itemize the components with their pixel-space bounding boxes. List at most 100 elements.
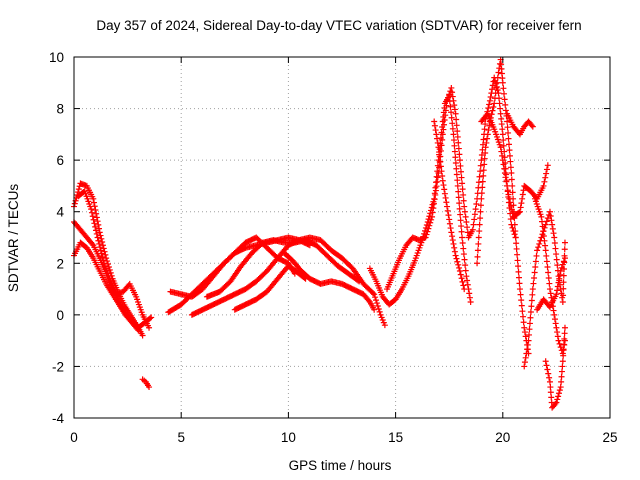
data-point (451, 244, 458, 251)
data-point (428, 216, 435, 223)
data-point (461, 203, 468, 210)
data-point (505, 141, 512, 148)
grid (74, 57, 610, 418)
data-point (444, 203, 451, 210)
data-point (516, 280, 523, 287)
data-point (452, 252, 459, 259)
data-point (553, 256, 560, 263)
data-point (470, 221, 477, 228)
data-point (71, 200, 78, 207)
data-point (516, 208, 523, 215)
data-point (555, 279, 562, 286)
data-point (536, 240, 543, 247)
data-point (371, 291, 378, 298)
data-point (92, 227, 99, 234)
data-point (433, 131, 440, 138)
data-point (454, 128, 461, 135)
data-point (476, 228, 483, 235)
data-point (545, 269, 552, 276)
data-point (508, 206, 515, 213)
y-tick-label: 0 (56, 308, 64, 323)
data-point (531, 275, 538, 282)
data-point (439, 131, 446, 138)
data-point (544, 366, 551, 373)
data-point (448, 114, 455, 121)
data-point (509, 189, 516, 196)
data-point (526, 326, 533, 333)
data-point (356, 278, 363, 285)
data-point (529, 123, 536, 130)
data-point (521, 359, 528, 366)
data-point (496, 100, 503, 107)
data-point (550, 230, 557, 237)
series-trace-f (165, 234, 298, 316)
data-point (519, 308, 526, 315)
axis-ticks: 0 5 10 15 20 25 -4 -2 0 2 4 6 8 10 (49, 50, 618, 445)
data-point (502, 107, 509, 114)
data-point (483, 139, 490, 146)
data-point (526, 331, 533, 338)
data-point (443, 102, 450, 109)
data-point (457, 168, 464, 175)
data-point (507, 164, 514, 171)
data-point (471, 211, 478, 218)
data-point (545, 275, 552, 282)
data-point (427, 219, 434, 226)
data-point (432, 191, 439, 198)
data-point (546, 208, 553, 215)
data-point (477, 202, 484, 209)
data-point (540, 182, 547, 189)
data-point (459, 234, 466, 241)
data-point (485, 127, 492, 134)
y-axis-label: SDTVAR / TECUs (6, 184, 21, 293)
data-point (504, 124, 511, 131)
data-point (542, 358, 549, 365)
data-point (98, 250, 105, 257)
data-point (460, 282, 467, 289)
data-point (506, 147, 513, 154)
data-point (511, 221, 518, 228)
series-trace-q (504, 110, 536, 138)
data-point (464, 224, 471, 231)
data-point (434, 139, 441, 146)
data-point (547, 290, 554, 297)
data-point (446, 216, 453, 223)
data-point (446, 220, 453, 227)
x-axis-label: GPS time / hours (289, 458, 392, 473)
series-trace-d (75, 188, 153, 331)
data-point (502, 174, 509, 181)
data-point (445, 94, 452, 101)
data-point (513, 240, 520, 247)
data-point (508, 170, 515, 177)
data-point (453, 165, 460, 172)
data-point (509, 224, 516, 231)
data-point (436, 149, 443, 156)
data-point (433, 183, 440, 190)
data-point (505, 135, 512, 142)
data-point (517, 204, 524, 211)
data-point (460, 197, 467, 204)
data-point (374, 303, 381, 310)
data-point (457, 211, 464, 218)
data-point (424, 228, 431, 235)
data-point (551, 316, 558, 323)
data-point (559, 298, 566, 305)
data-point (529, 286, 536, 293)
data-point (371, 306, 378, 313)
data-point (90, 195, 97, 202)
data-point (522, 333, 529, 340)
data-point (546, 374, 553, 381)
data-point (487, 93, 494, 100)
data-point (441, 190, 448, 197)
data-point (501, 90, 508, 97)
data-point (93, 230, 100, 237)
data-point (512, 234, 519, 241)
data-point (515, 209, 522, 216)
data-point (473, 200, 480, 207)
data-point (423, 231, 430, 238)
data-point (515, 263, 522, 270)
y-tick-label: 8 (56, 102, 64, 117)
data-point (453, 171, 460, 178)
data-point (463, 273, 470, 280)
data-point (434, 135, 441, 142)
